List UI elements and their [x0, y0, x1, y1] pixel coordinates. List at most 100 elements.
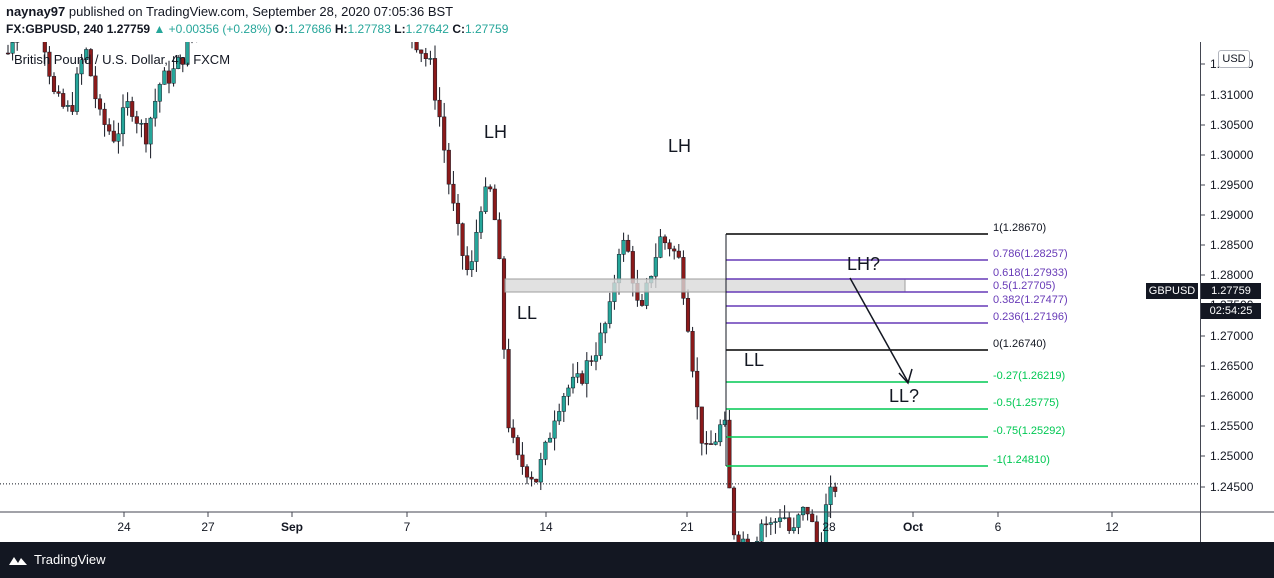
candle [130, 96, 135, 122]
candle [134, 110, 139, 134]
axes-layer: 1.315001.310001.305001.300001.295001.290… [0, 57, 1274, 534]
low-value: 1.27642 [405, 22, 449, 36]
candle [534, 478, 539, 483]
candle [667, 239, 672, 257]
price-tick-label: 1.28500 [1210, 238, 1254, 252]
candle [759, 519, 764, 542]
candle [584, 352, 589, 398]
fib-level-label: 0.382(1.27477) [993, 294, 1068, 306]
fib-level-label: 0.618(1.27933) [993, 267, 1068, 279]
candle [469, 250, 474, 277]
price-tick-label: 1.29500 [1210, 178, 1254, 192]
author-name[interactable]: naynay97 [6, 4, 66, 19]
candle [56, 85, 61, 97]
candle [488, 184, 493, 192]
candle [524, 464, 530, 485]
candle [713, 432, 718, 446]
candle [79, 53, 84, 85]
change-value: +0.00356 (+0.28%) [168, 22, 272, 36]
candle [704, 431, 709, 455]
candle [442, 102, 447, 163]
time-tick-label: 14 [539, 520, 553, 534]
projection-arrow[interactable] [849, 277, 909, 383]
candle [731, 486, 737, 540]
candle [446, 142, 451, 195]
candle [593, 342, 599, 371]
last-price-tag: 1.27759 [1201, 283, 1261, 299]
price-tick-label: 1.28000 [1210, 268, 1254, 282]
candle [708, 430, 714, 445]
candle [833, 482, 838, 498]
structure-annotation: LL [744, 350, 764, 370]
candle [166, 60, 172, 94]
fib-level-label: -1(1.24810) [993, 454, 1050, 466]
candle [176, 55, 181, 70]
structure-annotation: LH? [847, 254, 880, 274]
candle [171, 56, 176, 87]
candle [5, 44, 11, 55]
price-tick-label: 1.31000 [1210, 88, 1254, 102]
structure-annotation: LH [484, 122, 507, 142]
candle [791, 517, 796, 534]
candle [93, 66, 98, 109]
symbol-label[interactable]: FX:GBPUSD, 240 [6, 22, 104, 36]
fib-level-label: 1(1.28670) [993, 222, 1046, 234]
symbol-price-tag: GBPUSD [1146, 283, 1198, 299]
candle [102, 102, 107, 137]
high-value: 1.27783 [347, 22, 391, 36]
time-tick-label: 27 [201, 520, 215, 534]
candle [162, 67, 167, 85]
publish-info: naynay97 published on TradingView.com, S… [6, 4, 453, 19]
support-zone[interactable] [504, 278, 906, 293]
candle [662, 234, 668, 250]
candle [51, 72, 57, 95]
bar-countdown-tag: 02:54:25 [1201, 303, 1261, 319]
time-tick-label: 12 [1105, 520, 1119, 534]
candle [455, 194, 461, 236]
candle [814, 515, 819, 542]
fib-level-label: -0.75(1.25292) [993, 425, 1065, 437]
time-tick-label: 21 [680, 520, 694, 534]
candle [511, 419, 516, 444]
candle [70, 92, 75, 115]
last-price: 1.27759 [106, 22, 151, 36]
candle [570, 363, 576, 394]
candle [120, 94, 126, 147]
candle [810, 509, 815, 523]
fib-level-label: 0.786(1.28257) [993, 248, 1068, 260]
candle [153, 88, 158, 127]
candle [681, 250, 686, 305]
candle [547, 432, 553, 443]
time-tick-label: 6 [995, 520, 1002, 534]
tradingview-logo-icon[interactable] [8, 551, 28, 569]
candle [607, 292, 612, 329]
legend-title: British Pound / U.S. Dollar, 4h, FXCM [14, 52, 231, 67]
fib-level-label: -0.5(1.25775) [993, 397, 1059, 409]
candle [42, 42, 47, 66]
candle [639, 294, 645, 307]
time-tick-label: 7 [404, 520, 411, 534]
candle [754, 536, 760, 542]
candle [823, 493, 829, 542]
candle [465, 246, 470, 276]
candle [820, 532, 822, 542]
candle [116, 122, 121, 154]
structure-annotation: LH [668, 136, 691, 156]
price-chart[interactable]: 1(1.28670) 0.786(1.28257) 0.618(1.27933) 0.… [0, 42, 1274, 542]
candle [690, 326, 695, 378]
candle [722, 411, 727, 427]
candle [143, 118, 149, 153]
candle [828, 475, 833, 519]
currency-badge[interactable]: USD [1218, 50, 1250, 68]
candle [672, 245, 677, 260]
open-value: 1.27686 [288, 22, 332, 36]
candle [15, 42, 20, 51]
candle [773, 518, 778, 534]
candle [805, 506, 810, 521]
candle [483, 177, 488, 214]
candle [185, 42, 190, 67]
candle [727, 409, 732, 489]
candle [543, 440, 548, 466]
close-label: C: [452, 22, 465, 36]
brand-label[interactable]: TradingView [34, 552, 106, 567]
